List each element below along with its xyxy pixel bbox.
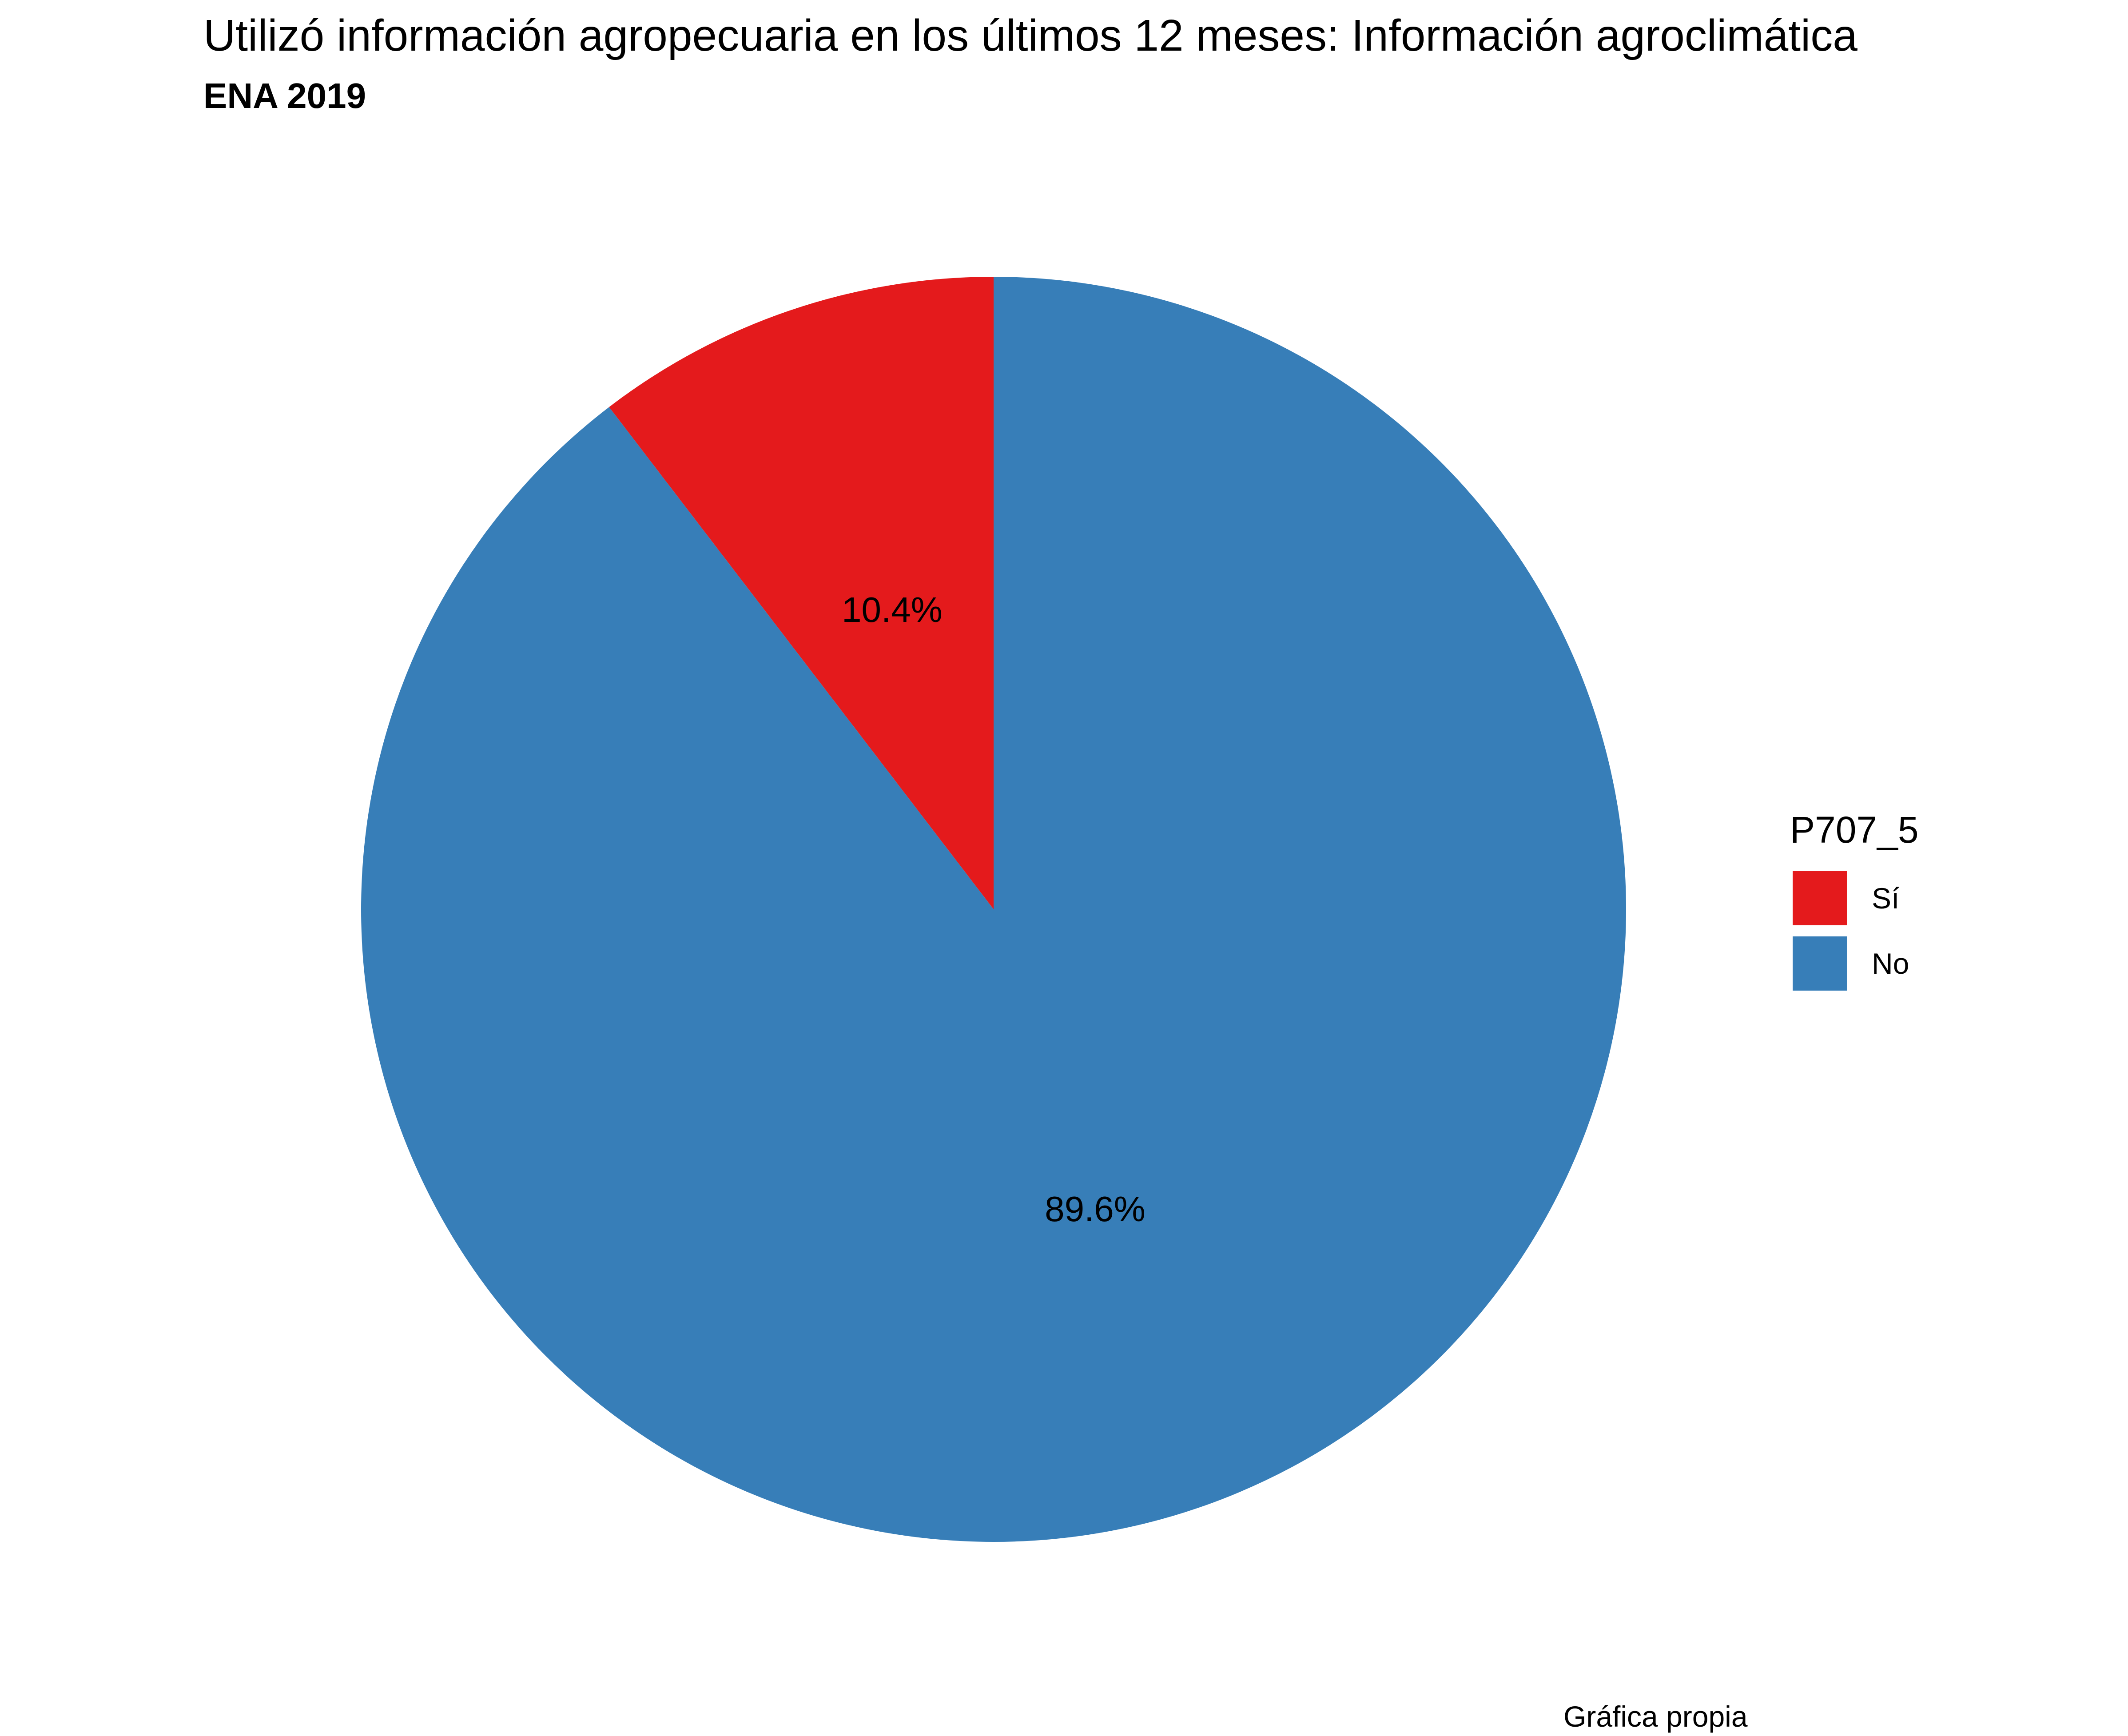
legend-swatch-si xyxy=(1790,868,1850,928)
chart-title: Utilizó información agropecuaria en los … xyxy=(203,11,1858,60)
legend-label-no: No xyxy=(1872,947,1909,980)
pie-slice-no xyxy=(361,277,1626,1542)
legend-label-si: Sí xyxy=(1872,882,1900,915)
legend-swatch-no xyxy=(1790,934,1850,994)
chart-caption: Gráfica propia xyxy=(1563,1700,1748,1733)
legend-item-si: Sí xyxy=(1790,866,1919,931)
chart-subtitle: ENA 2019 xyxy=(203,76,366,115)
legend: P707_5 Sí No xyxy=(1790,808,1919,996)
legend-title: P707_5 xyxy=(1790,809,1919,851)
pie-label-si: 10.4% xyxy=(842,590,943,629)
pie-slice-si xyxy=(609,277,994,909)
legend-item-no: No xyxy=(1790,931,1919,996)
pie-label-no: 89.6% xyxy=(1045,1189,1146,1229)
pie-slice-labels: 10.4% 89.6% xyxy=(842,590,1146,1229)
pie-slices xyxy=(361,277,1626,1542)
